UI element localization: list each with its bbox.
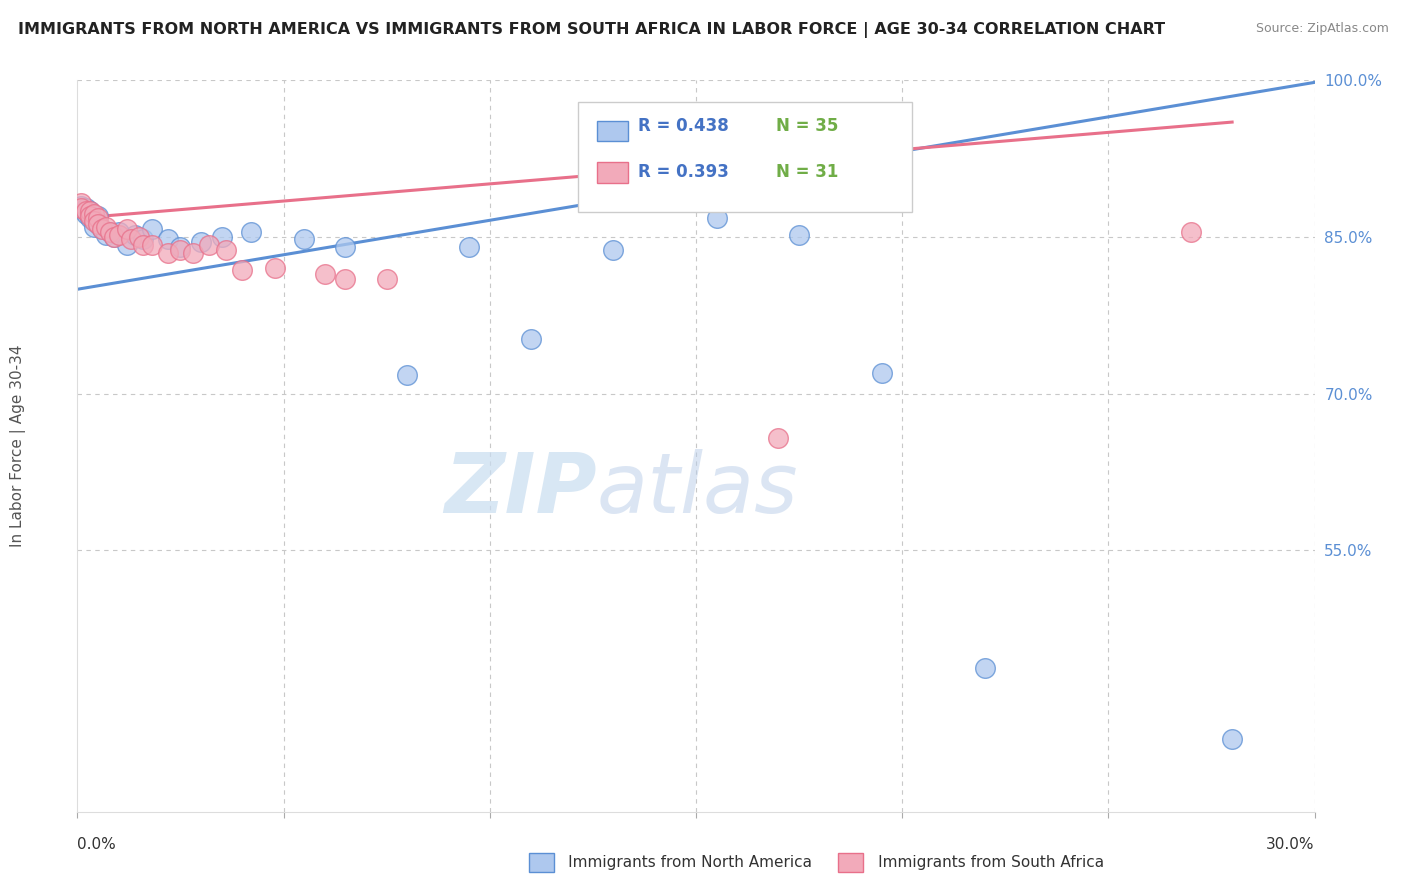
Text: Immigrants from South Africa: Immigrants from South Africa [844, 855, 1104, 870]
Point [91, 221, 114, 235]
Point [1220, 731, 1243, 746]
Point [83, 219, 105, 234]
Point [96, 219, 118, 234]
Point [70, 199, 93, 213]
Point [79, 209, 101, 223]
Point [87, 218, 110, 232]
FancyBboxPatch shape [598, 120, 628, 141]
Point [79, 209, 101, 223]
Text: ZIP: ZIP [444, 450, 598, 531]
Point [264, 261, 287, 276]
Point [83, 214, 105, 228]
Text: N = 31: N = 31 [776, 162, 839, 181]
Point [115, 221, 138, 235]
Point [70, 201, 93, 215]
Point [292, 232, 315, 246]
Point [396, 368, 419, 382]
Point [107, 227, 129, 242]
Point [141, 221, 163, 235]
FancyBboxPatch shape [578, 103, 912, 212]
Point [96, 227, 118, 242]
Point [91, 221, 114, 235]
Point [169, 240, 191, 254]
Point [128, 230, 150, 244]
Point [375, 272, 398, 286]
Point [141, 238, 163, 252]
Point [132, 238, 155, 252]
Point [973, 660, 995, 674]
Point [87, 218, 110, 232]
Point [231, 263, 253, 277]
Point [87, 209, 110, 223]
Point [239, 225, 262, 239]
Point [198, 238, 221, 252]
Point [520, 333, 543, 347]
Point [83, 207, 105, 221]
Point [98, 225, 121, 239]
FancyBboxPatch shape [598, 162, 628, 183]
Text: R = 0.438: R = 0.438 [638, 118, 728, 136]
Point [458, 240, 481, 254]
Point [157, 232, 180, 246]
Point [870, 366, 893, 380]
Point [103, 230, 125, 244]
Text: 0.0%: 0.0% [77, 837, 117, 852]
Point [132, 232, 155, 246]
Point [169, 243, 191, 257]
Point [1180, 225, 1202, 239]
Point [215, 243, 238, 257]
Point [787, 227, 810, 242]
Text: N = 35: N = 35 [776, 118, 839, 136]
Point [190, 235, 212, 250]
Point [79, 203, 101, 218]
Point [181, 245, 204, 260]
Point [314, 267, 336, 281]
Point [768, 431, 790, 445]
Point [706, 211, 728, 226]
Point [79, 211, 101, 226]
Text: Immigrants from North America: Immigrants from North America [534, 855, 813, 870]
Text: 30.0%: 30.0% [1267, 837, 1315, 852]
Point [75, 203, 97, 218]
Point [211, 230, 233, 244]
Point [75, 201, 97, 215]
Text: R = 0.393: R = 0.393 [638, 162, 728, 181]
Point [120, 232, 142, 246]
Point [83, 214, 105, 228]
Text: Source: ZipAtlas.com: Source: ZipAtlas.com [1256, 22, 1389, 36]
Point [335, 272, 357, 286]
Text: In Labor Force | Age 30-34: In Labor Force | Age 30-34 [10, 344, 27, 548]
Point [335, 240, 357, 254]
Point [75, 207, 97, 221]
Point [98, 225, 121, 239]
Text: atlas: atlas [598, 450, 799, 531]
Point [103, 230, 125, 244]
Point [157, 245, 180, 260]
Point [107, 225, 129, 239]
Text: IMMIGRANTS FROM NORTH AMERICA VS IMMIGRANTS FROM SOUTH AFRICA IN LABOR FORCE | A: IMMIGRANTS FROM NORTH AMERICA VS IMMIGRA… [18, 22, 1166, 38]
Point [115, 238, 138, 252]
Point [79, 203, 101, 218]
Point [70, 195, 93, 210]
Point [602, 243, 624, 257]
Point [87, 211, 110, 226]
Point [124, 227, 146, 242]
